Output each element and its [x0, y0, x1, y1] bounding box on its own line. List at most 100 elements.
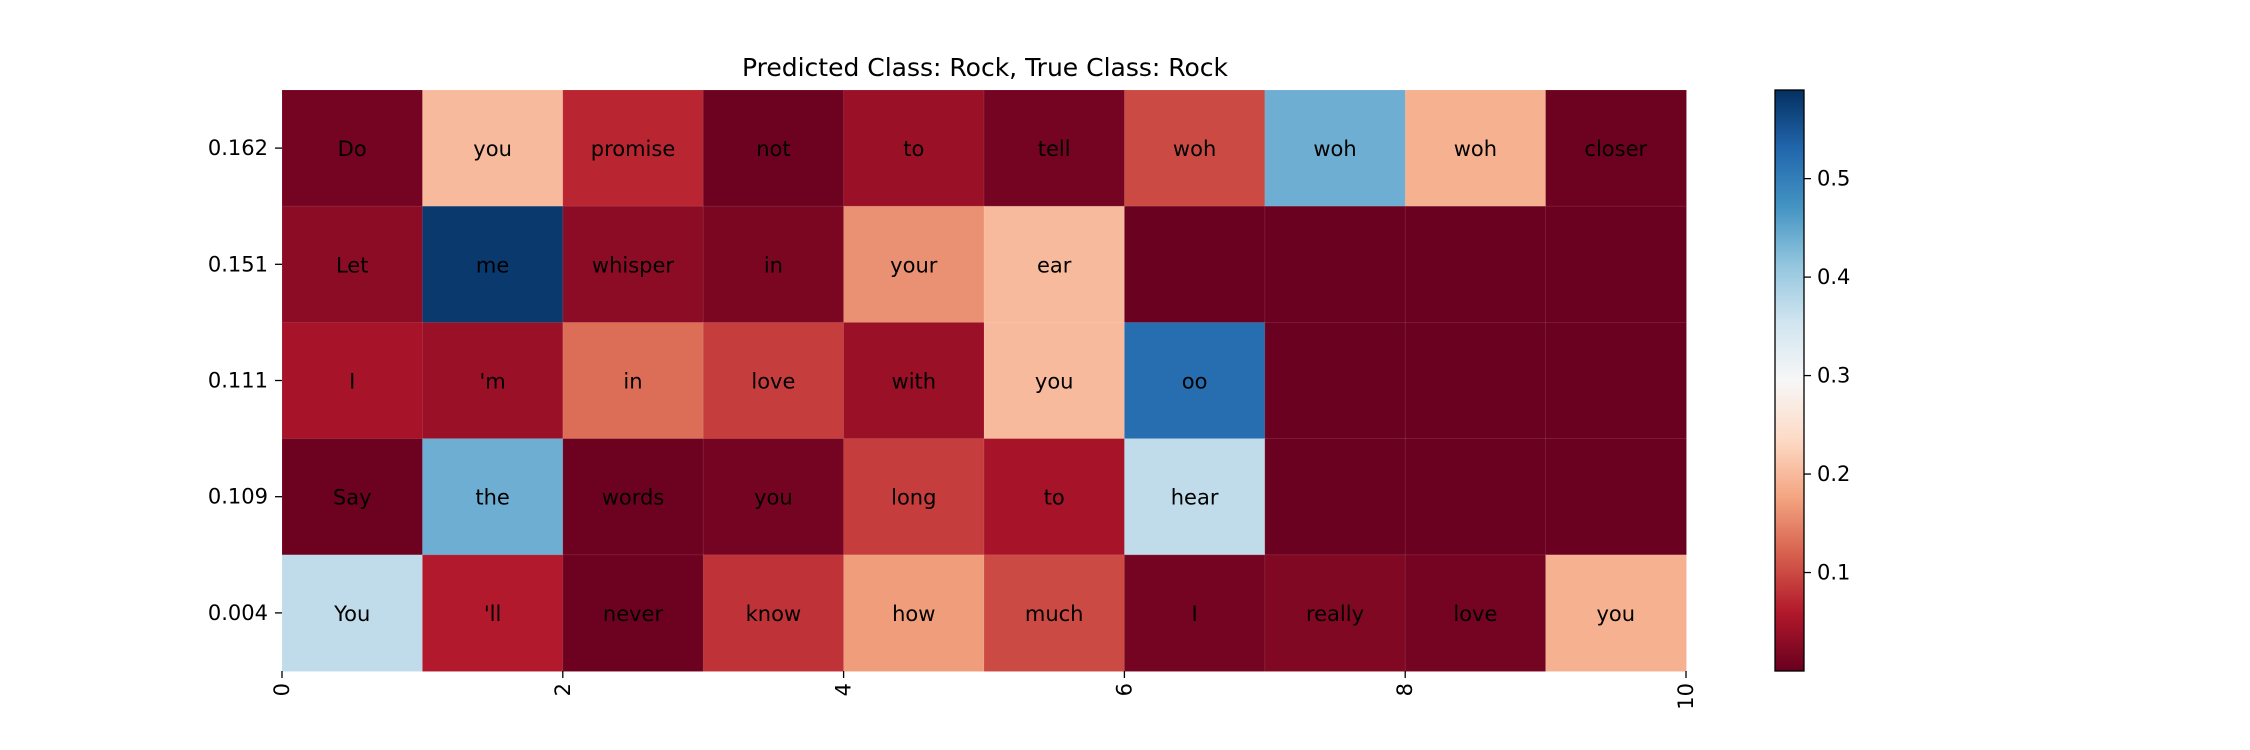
cell-word-label: not — [756, 137, 790, 161]
heatmap-cell — [1545, 205, 1687, 324]
y-tick-label: 0.109 — [208, 485, 268, 509]
heatmap-cell — [1124, 438, 1266, 556]
y-axis: 0.162 0.151 0.111 0.109 0.004 — [208, 136, 282, 625]
heatmap-cell — [281, 554, 424, 672]
cell-word-label: to — [1044, 486, 1065, 510]
cell-word-label: promise — [591, 137, 676, 161]
heatmap-cell — [421, 205, 564, 324]
y-tick-label: 0.004 — [208, 601, 268, 625]
colorbar-gradient — [1774, 89, 1805, 672]
cell-word-label: Say — [333, 486, 372, 510]
cell-word-label: you — [1597, 602, 1636, 626]
cell-word-label: You — [333, 602, 370, 626]
cell-word-label: you — [1035, 370, 1074, 394]
heatmap-cell — [1264, 205, 1407, 324]
heatmap-cell-labels: Do you promise not to tell woh woh woh closer Let m… — [333, 137, 1648, 626]
heatmap-cell — [702, 554, 845, 672]
y-tick-label: 0.151 — [208, 252, 268, 276]
cell-word-label: I — [1191, 602, 1197, 626]
heatmap-cell — [843, 205, 985, 324]
heatmap-cell — [1545, 554, 1687, 672]
heatmap-cell — [1545, 321, 1687, 440]
cell-word-label: Do — [338, 137, 367, 161]
cell-word-label: oo — [1182, 370, 1208, 394]
chart-title: Predicted Class: Rock, True Class: Rock — [742, 53, 1229, 82]
cell-word-label: with — [892, 370, 937, 394]
colorbar-tick-label: 0.1 — [1817, 561, 1850, 585]
heatmap-cell — [421, 321, 564, 440]
x-tick-label: 6 — [1112, 683, 1136, 696]
cell-word-label: your — [890, 253, 938, 277]
heatmap-cell — [983, 89, 1126, 208]
colorbar-tick-label: 0.3 — [1817, 364, 1850, 388]
cell-word-label: love — [751, 370, 795, 394]
heatmap-cell — [1124, 554, 1266, 672]
heatmap-cell — [702, 205, 845, 324]
cell-word-label: ear — [1037, 253, 1072, 277]
heatmap-cell — [843, 554, 985, 672]
heatmap-cell — [562, 554, 705, 672]
cell-word-label: love — [1453, 602, 1497, 626]
heatmap-cell — [843, 438, 985, 556]
cell-word-label: whisper — [592, 253, 675, 277]
cell-word-label: know — [746, 602, 802, 626]
cell-word-label: much — [1025, 602, 1084, 626]
heatmap-cell — [1124, 321, 1266, 440]
cell-word-label: I — [349, 370, 355, 394]
heatmap-cell — [983, 321, 1126, 440]
cell-word-label: woh — [1454, 137, 1497, 161]
heatmap-cells — [281, 89, 1687, 672]
heatmap-cell — [1404, 438, 1547, 556]
heatmap-cell — [281, 89, 424, 208]
heatmap-cell — [1264, 89, 1407, 208]
heatmap-cell — [1264, 321, 1407, 440]
heatmap-cell — [1545, 438, 1687, 556]
cell-word-label: tell — [1038, 137, 1071, 161]
heatmap-cell — [1264, 438, 1407, 556]
cell-word-label: you — [473, 137, 512, 161]
cell-word-label: woh — [1173, 137, 1216, 161]
colorbar: 0.1 0.2 0.3 0.4 0.5 — [1774, 89, 1850, 672]
y-tick-label: 0.111 — [208, 369, 268, 393]
x-axis: 0 2 4 6 8 10 — [270, 671, 1698, 710]
cell-word-label: in — [764, 253, 783, 277]
heatmap-cell — [1404, 554, 1547, 672]
heatmap-cell — [983, 205, 1126, 324]
heatmap-cell — [1124, 89, 1266, 208]
x-tick-label: 4 — [832, 683, 856, 696]
heatmap-cell — [1264, 554, 1407, 672]
cell-word-label: 'll — [484, 602, 501, 626]
cell-word-label: woh — [1313, 137, 1356, 161]
colorbar-tick-label: 0.4 — [1817, 265, 1850, 289]
heatmap-cell — [1124, 205, 1266, 324]
cell-word-label: 'm — [479, 370, 505, 394]
heatmap-cell — [702, 438, 845, 556]
heatmap-cell — [983, 554, 1126, 672]
cell-word-label: in — [623, 370, 642, 394]
x-tick-label: 2 — [551, 683, 575, 696]
heatmap-cell — [1404, 321, 1547, 440]
heatmap-cell — [562, 321, 705, 440]
cell-word-label: how — [892, 602, 935, 626]
cell-word-label: words — [602, 486, 665, 510]
cell-word-label: long — [891, 486, 936, 510]
heatmap-cell — [1545, 89, 1687, 208]
cell-word-label: really — [1306, 602, 1364, 626]
heatmap-cell — [562, 205, 705, 324]
cell-word-label: you — [754, 486, 793, 510]
cell-word-label: Let — [336, 253, 368, 277]
x-tick-label: 10 — [1674, 683, 1698, 710]
cell-word-label: me — [476, 253, 509, 277]
x-tick-label: 8 — [1393, 683, 1417, 696]
heatmap-cell — [843, 89, 985, 208]
colorbar-tick-label: 0.5 — [1817, 167, 1850, 191]
heatmap-cell — [702, 89, 845, 208]
cell-word-label: the — [475, 486, 509, 510]
heatmap-cell — [562, 89, 705, 208]
x-tick-label: 0 — [270, 683, 294, 696]
cell-word-label: never — [603, 602, 664, 626]
y-tick-label: 0.162 — [208, 136, 268, 160]
cell-word-label: hear — [1171, 486, 1219, 510]
heatmap-cell — [281, 438, 424, 556]
